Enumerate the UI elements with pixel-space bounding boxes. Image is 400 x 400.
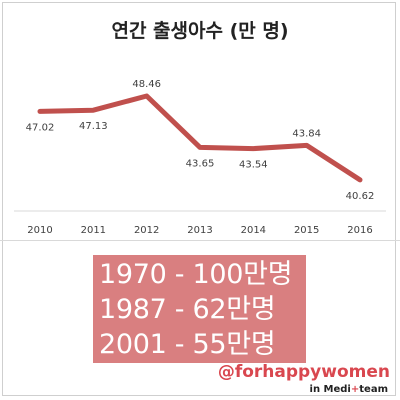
x-tick-2011: 2011 [81, 225, 106, 236]
x-tick-2010: 2010 [27, 225, 52, 236]
fact-1987: 1987 - 62만명 [99, 294, 276, 325]
data-label-2012: 48.46 [132, 79, 161, 90]
brand-sub-suffix: team [359, 384, 388, 395]
data-label-2016: 40.62 [346, 191, 375, 202]
chart-title: 연간 출생아수 (만 명) [111, 20, 289, 42]
x-tick-2015: 2015 [294, 225, 319, 236]
image-frame [2, 2, 396, 396]
x-tick-2014: 2014 [241, 225, 266, 236]
section-divider [0, 240, 400, 241]
fact-2001: 2001 - 55만명 [99, 329, 276, 360]
brand-sub-prefix: in Medi [309, 384, 351, 395]
series-line [37, 93, 363, 183]
data-label-2015: 43.84 [292, 128, 321, 139]
data-label-2010: 47.02 [26, 122, 55, 133]
x-tick-2016: 2016 [347, 225, 372, 236]
data-label-2011: 47.13 [79, 121, 108, 132]
line-chart: 47.02 47.13 48.46 43.65 43.54 43.84 40.62 2010… [14, 79, 386, 236]
data-label-2014: 43.54 [239, 160, 268, 171]
birth-facts-box: 1970 - 100만명 1987 - 62만명 2001 - 55만명 [93, 255, 306, 363]
instagram-handle: @forhappywomen [217, 362, 390, 382]
data-label-2013: 43.65 [186, 158, 215, 169]
fact-1970: 1970 - 100만명 [99, 259, 293, 290]
brand-plus: + [350, 384, 360, 395]
x-tick-2012: 2012 [134, 225, 159, 236]
brand-subtitle: in Medi+team [310, 384, 388, 395]
x-tick-2013: 2013 [187, 225, 212, 236]
